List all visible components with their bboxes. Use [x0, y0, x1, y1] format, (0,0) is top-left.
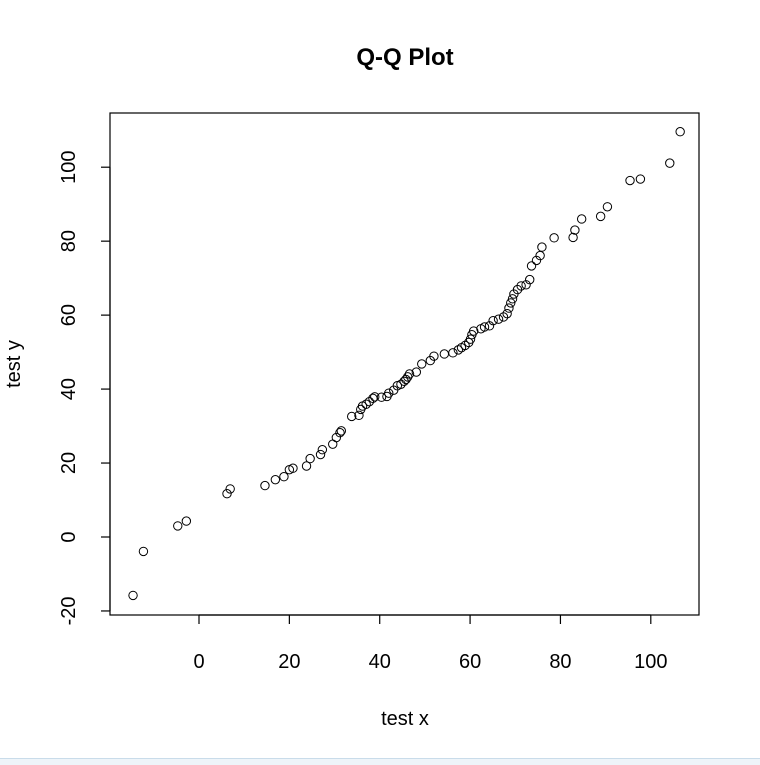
y-axis-label: test y: [3, 340, 25, 388]
y-tick-label: -20: [58, 597, 80, 626]
y-tick-label: 0: [58, 531, 80, 542]
data-point: [526, 261, 537, 271]
data-point: [404, 369, 415, 379]
x-tick-label: 60: [459, 651, 481, 673]
data-point: [128, 590, 138, 601]
chart-title: Q-Q Plot: [356, 44, 453, 71]
data-point: [448, 348, 458, 358]
data-point: [675, 126, 685, 137]
data-point: [335, 428, 345, 438]
data-points: [128, 126, 685, 601]
data-point: [305, 453, 315, 464]
data-point: [417, 359, 427, 369]
data-point: [173, 521, 183, 531]
data-point: [468, 326, 479, 336]
y-tick-label: 100: [58, 151, 80, 184]
data-point: [507, 294, 518, 304]
data-point: [568, 232, 578, 243]
data-point: [665, 158, 675, 168]
data-point: [347, 411, 357, 422]
plot-frame: [109, 112, 700, 616]
y-tick-label: 40: [58, 378, 80, 400]
data-point: [465, 334, 476, 344]
data-point: [288, 463, 298, 473]
data-point: [498, 312, 509, 322]
data-point: [317, 445, 328, 455]
data-point: [376, 392, 387, 402]
data-point: [479, 322, 490, 332]
data-point: [595, 211, 606, 222]
data-point: [549, 233, 559, 243]
y-tick-label: 20: [58, 452, 80, 474]
data-point: [396, 379, 406, 389]
data-point: [260, 480, 270, 491]
data-point: [336, 426, 347, 436]
x-tick-label: 20: [278, 651, 300, 673]
y-tick-label: 80: [58, 230, 80, 252]
data-point: [370, 392, 380, 402]
data-point: [181, 516, 192, 526]
data-point: [270, 474, 281, 485]
data-point: [225, 484, 235, 494]
data-point: [516, 281, 526, 291]
data-point: [484, 321, 495, 331]
y-tick-label: 60: [58, 304, 80, 326]
data-point: [279, 472, 289, 482]
data-point: [331, 432, 342, 443]
data-point: [488, 315, 498, 326]
data-point: [301, 461, 312, 471]
data-point: [403, 372, 413, 382]
data-point: [635, 174, 646, 184]
y-axis: -20 0 20 40 60 80 100: [58, 151, 111, 626]
data-point: [504, 303, 514, 313]
x-tick-label: 40: [369, 651, 391, 673]
data-point: [138, 546, 149, 557]
data-point: [576, 214, 587, 224]
data-point: [602, 202, 613, 212]
data-point: [429, 351, 439, 361]
data-point: [531, 255, 542, 266]
data-point: [361, 399, 371, 409]
data-point: [453, 345, 464, 355]
data-point: [384, 388, 394, 398]
data-point: [502, 308, 512, 319]
data-point: [625, 175, 635, 186]
data-point: [525, 274, 535, 285]
data-point: [570, 225, 580, 235]
x-tick-label: 100: [634, 651, 667, 673]
data-point: [411, 367, 422, 377]
window-bottom-strip: [0, 758, 760, 765]
data-point: [493, 314, 504, 324]
data-point: [315, 449, 326, 460]
data-point: [439, 349, 450, 359]
data-point: [537, 242, 547, 252]
data-point: [521, 280, 531, 290]
x-axis-label: test x: [381, 708, 429, 730]
data-point: [364, 396, 375, 407]
x-tick-label: 80: [549, 651, 571, 673]
data-point: [354, 410, 364, 421]
data-point: [506, 298, 516, 308]
data-point: [222, 489, 232, 499]
x-tick-label: 0: [193, 651, 204, 673]
x-axis: 0 20 40 60 80 100: [193, 614, 667, 673]
